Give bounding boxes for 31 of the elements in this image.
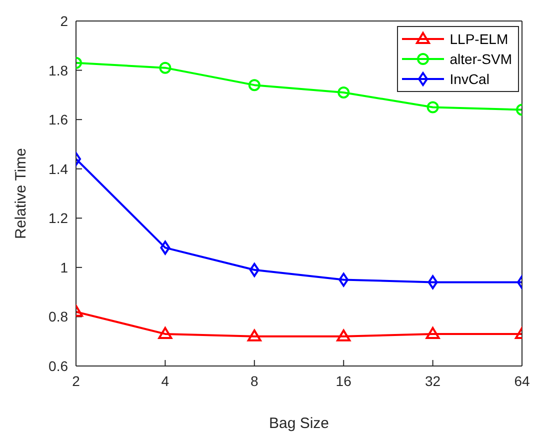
point — [336, 329, 351, 342]
y-tick-label: 1.2 — [48, 210, 68, 226]
x-tick-label: 16 — [336, 372, 352, 389]
point — [426, 101, 439, 114]
y-tick-label: 0.6 — [48, 358, 68, 374]
y-tick-label: 1 — [60, 259, 68, 276]
x-tick-label: 8 — [250, 372, 258, 389]
y-tick-label: 1.6 — [48, 112, 68, 128]
point — [338, 86, 350, 98]
point — [249, 262, 260, 277]
y-tick-label: 1.8 — [48, 62, 68, 78]
legend-label: InvCal — [450, 71, 490, 87]
y-tick-label: 1.4 — [48, 160, 68, 177]
point — [159, 62, 172, 74]
point — [428, 275, 438, 290]
y-axis-title: Relative Time — [12, 148, 30, 239]
x-tick-label: 64 — [514, 372, 530, 389]
point — [160, 240, 170, 255]
point — [248, 79, 260, 92]
point — [426, 326, 440, 339]
legend-label: LLP-ELM — [450, 31, 508, 47]
x-axis-title: Bag Size — [268, 415, 330, 432]
y-tick-label: 0.8 — [48, 308, 68, 325]
x-tick-label: 4 — [161, 372, 170, 389]
point — [247, 329, 262, 342]
x-tick-label: 32 — [425, 372, 441, 389]
legend-label: alter-SVM — [450, 51, 512, 67]
point — [158, 326, 172, 339]
point — [338, 272, 349, 287]
x-tick-label: 2 — [72, 372, 80, 389]
y-tick-label: 2 — [60, 12, 68, 29]
